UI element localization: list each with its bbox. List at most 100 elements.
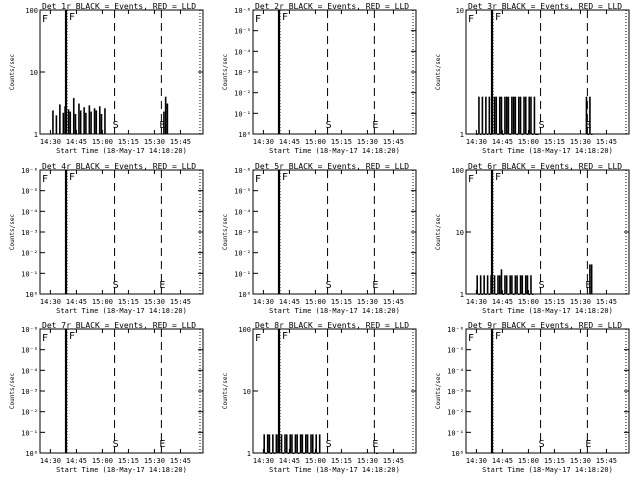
event-count-bar <box>289 434 292 453</box>
y-tick-label: 10⁻² <box>234 250 251 258</box>
event-marker-label-S: S <box>326 280 332 291</box>
event-count-bar <box>303 453 305 454</box>
event-count-bar <box>495 96 498 134</box>
event-count-bar <box>85 112 87 134</box>
event-marker-label-F: F <box>495 331 501 342</box>
event-count-bar <box>78 103 80 134</box>
event-marker-label-E: E <box>159 280 165 291</box>
event-count-bar <box>488 294 491 295</box>
y-tick-label: 1 <box>460 131 464 139</box>
event-count-bar <box>589 264 591 294</box>
event-count-bar <box>500 96 503 134</box>
y-tick-label: 1 <box>247 450 251 458</box>
event-count-bar <box>504 96 506 134</box>
y-tick-label: 10⁻⁵ <box>21 347 38 355</box>
event-count-bar <box>294 434 297 453</box>
detector-panel-3: Det 3r BLACK = Events, RED = LLD 1 10 14:30… <box>435 2 630 155</box>
panel-title: Det 2r BLACK = Events, RED = LLD <box>255 2 409 11</box>
event-count-bar <box>495 294 498 295</box>
event-count-bar <box>59 104 61 134</box>
y-tick-label: 10⁻⁶ <box>234 167 251 175</box>
event-count-bar <box>523 294 525 295</box>
event-count-bar <box>64 106 66 134</box>
event-count-bar <box>512 294 515 295</box>
event-count-bar <box>509 275 511 294</box>
event-count-bar <box>313 453 316 454</box>
x-tick-label: 15:30 <box>144 457 165 465</box>
y-axis-label: Counts/sec <box>435 214 442 251</box>
event-count-bar <box>505 275 508 294</box>
event-count-bar <box>497 275 499 294</box>
panel-title: Det 5r BLACK = Events, RED = LLD <box>255 162 409 171</box>
y-tick-label: 10⁻¹ <box>234 270 251 278</box>
event-count-bar <box>481 96 484 134</box>
x-tick-label: 15:30 <box>357 298 378 306</box>
event-count-bar <box>296 434 298 453</box>
event-marker-label-S: S <box>539 439 545 450</box>
event-marker-label-E: E <box>159 439 165 450</box>
y-axis-label: Counts/sec <box>9 373 16 410</box>
event-marker-label-S: S <box>539 120 545 131</box>
event-count-bar <box>498 275 501 294</box>
event-count-bar <box>504 275 506 294</box>
event-count-bar <box>498 96 501 134</box>
event-count-bar <box>485 96 487 134</box>
left-edge-marker-label: F <box>468 333 474 344</box>
x-tick-label: 15:15 <box>544 457 565 465</box>
x-tick-label: 15:15 <box>118 138 139 146</box>
event-count-bar <box>490 275 492 294</box>
x-tick-label: 14:30 <box>253 138 274 146</box>
event-count-bar <box>100 114 103 134</box>
plot-frame <box>39 169 204 295</box>
x-tick-label: 14:30 <box>40 138 61 146</box>
y-axis-label: Counts/sec <box>9 214 16 251</box>
event-count-bar <box>486 134 489 135</box>
y-tick-label: 10⁻⁵ <box>234 28 251 36</box>
event-count-bar <box>497 134 499 135</box>
panel-title: Det 7r BLACK = Events, RED = LLD <box>42 321 196 330</box>
x-tick-label: 15:00 <box>92 138 113 146</box>
event-marker-label-F: F <box>282 172 288 183</box>
event-marker-label-F: F <box>282 12 288 23</box>
event-marker-label-E: E <box>585 439 591 450</box>
event-count-bar <box>79 110 82 134</box>
event-count-bar <box>74 114 77 134</box>
detector-panel-6: Det 6r BLACK = Events, RED = LLD 1 10 100 14… <box>435 162 630 315</box>
y-tick-label: 10⁻² <box>447 409 464 417</box>
event-count-bar <box>531 134 534 135</box>
event-count-bar <box>301 434 304 453</box>
event-count-bar <box>509 134 511 135</box>
y-tick-label: 10⁻⁶ <box>234 7 251 15</box>
x-tick-label: 14:30 <box>253 457 274 465</box>
event-count-bar <box>315 434 318 453</box>
y-tick-label: 10 <box>456 229 464 237</box>
event-count-bar <box>590 134 593 135</box>
y-tick-label: 10⁻⁴ <box>234 48 251 56</box>
event-count-bar <box>93 108 96 134</box>
event-marker-label-F: F <box>282 331 288 342</box>
x-tick-label: 15:30 <box>357 138 378 146</box>
x-tick-label: 15:45 <box>596 138 617 146</box>
y-tick-label: 10 <box>30 69 38 77</box>
x-tick-label: 14:45 <box>279 457 300 465</box>
event-count-bar <box>270 453 272 454</box>
event-count-bar <box>62 112 65 134</box>
event-count-bar <box>55 115 58 134</box>
left-edge-marker-label: F <box>42 174 48 185</box>
event-count-bar <box>516 134 518 135</box>
y-tick-label: 10⁻² <box>21 250 38 258</box>
event-count-bar <box>292 453 295 454</box>
event-count-bar <box>479 275 482 294</box>
event-count-bar <box>587 134 589 135</box>
y-tick-label: 10⁻³ <box>234 69 251 77</box>
x-tick-label: 15:00 <box>305 138 326 146</box>
event-count-bar <box>485 294 487 295</box>
x-tick-label: 15:45 <box>170 138 191 146</box>
event-count-bar <box>524 275 527 294</box>
event-marker-label-E: E <box>372 120 378 131</box>
left-edge-marker-label: F <box>255 333 261 344</box>
y-tick-label: 1 <box>34 131 38 139</box>
y-tick-label: 10⁰ <box>238 291 251 299</box>
y-tick-label: 100 <box>25 7 38 15</box>
event-count-bar <box>273 453 276 454</box>
